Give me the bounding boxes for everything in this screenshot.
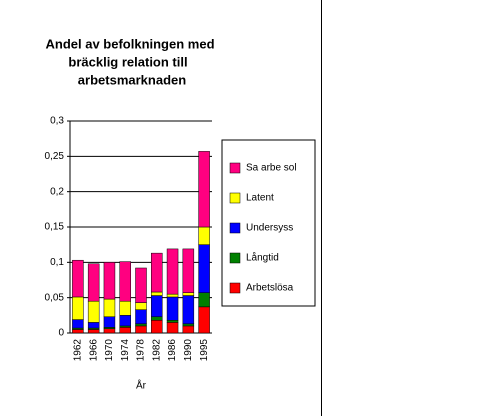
bar-segment [103, 298, 116, 317]
bar-segment [198, 226, 210, 245]
legend-swatch [229, 222, 241, 234]
legend-label: Sa arbe sol [246, 163, 297, 174]
x-tick-label: 1970 [104, 339, 115, 362]
bar-segment [198, 151, 210, 228]
x-tick-label: 1986 [167, 339, 178, 362]
bar-segment [119, 261, 131, 302]
bar-segment [135, 325, 147, 334]
x-tick-label: 1962 [73, 339, 84, 362]
legend-swatch [229, 282, 241, 294]
bar-segment [103, 262, 116, 300]
bar-segment [72, 296, 84, 320]
y-tick-label: 0,1 [50, 257, 64, 268]
y-tick-label: 0,3 [50, 116, 64, 127]
x-tick-label: 1966 [88, 339, 99, 362]
chart-title: arbetsmarknaden [78, 72, 186, 87]
bar-segment [119, 315, 131, 327]
bar-segment [151, 295, 163, 317]
bar-segment [119, 300, 131, 316]
bar-segment [198, 306, 210, 334]
legend-swatch [229, 192, 241, 204]
bar-segment [87, 329, 100, 334]
bar-segment [166, 320, 179, 323]
x-axis-label: År [136, 379, 147, 392]
x-tick-label: 1982 [151, 339, 162, 362]
bar-segment [119, 327, 131, 334]
bar-segment [182, 323, 195, 327]
bar-segment [87, 300, 100, 323]
bar-segment [151, 252, 163, 293]
chart-title: bräcklig relation till [68, 54, 187, 69]
legend-label: Arbetslösa [246, 283, 294, 294]
bar-segment [182, 292, 195, 296]
x-tick-label: 1978 [136, 339, 147, 362]
bar-segment [151, 291, 163, 296]
legend-label: Långtid [246, 252, 279, 264]
bar-segment [103, 316, 116, 328]
bar-segment [135, 267, 147, 303]
y-tick-label: 0 [58, 328, 64, 339]
bar-segment [72, 329, 84, 334]
bar-segment [166, 248, 179, 295]
bar-segment [166, 296, 179, 321]
bar-segment [166, 293, 179, 298]
y-tick-label: 0,15 [45, 222, 65, 233]
bar-segment [198, 292, 210, 308]
bar-segment [87, 322, 100, 329]
y-tick-label: 0,05 [45, 292, 65, 303]
bar-segment [166, 322, 179, 334]
bar-segment [72, 319, 84, 329]
x-tick-label: 1990 [183, 339, 194, 362]
bar-segment [72, 259, 84, 298]
legend-label: Latent [246, 193, 274, 204]
x-tick-label: 1995 [199, 339, 210, 362]
legend-label: Undersyss [246, 223, 293, 234]
x-tick-label: 1974 [120, 339, 131, 362]
legend-swatch [229, 162, 241, 174]
legend-swatch [229, 252, 241, 264]
chart-title: Andel av befolkningen med [45, 36, 214, 51]
bar-segment [182, 295, 195, 325]
bar-segment [87, 263, 100, 302]
bar-segment [151, 316, 163, 321]
bar-segment [198, 244, 210, 293]
bar-segment [135, 323, 147, 327]
bar-segment [135, 302, 147, 310]
bar-segment [182, 248, 195, 293]
bar-segment [135, 309, 147, 325]
bar-segment [182, 325, 195, 334]
y-tick-label: 0,2 [50, 186, 64, 197]
y-tick-label: 0,25 [45, 151, 65, 162]
bar-segment [103, 328, 116, 334]
bar-segment [151, 320, 163, 334]
